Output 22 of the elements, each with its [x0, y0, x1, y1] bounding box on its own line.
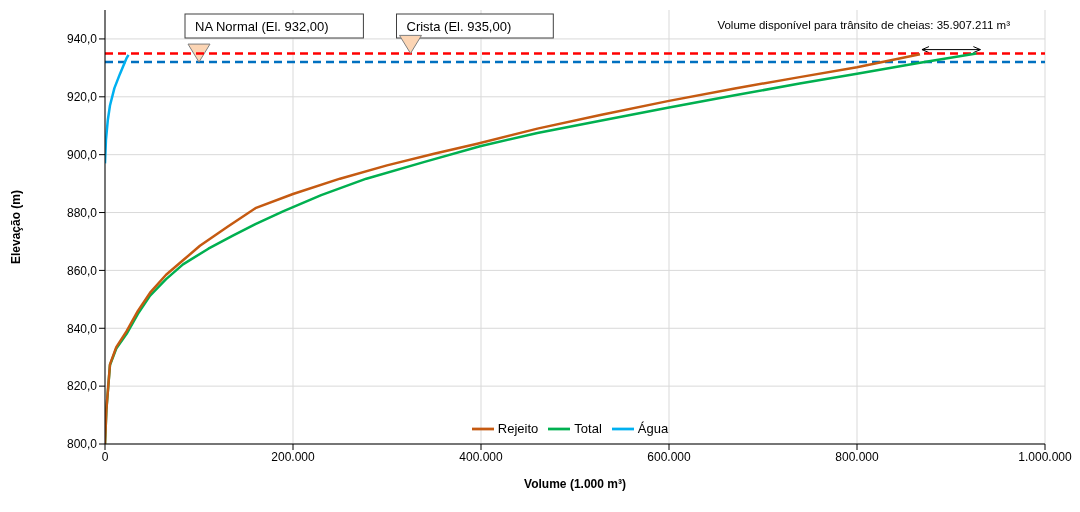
y-tick-label: 900,0 — [66, 147, 98, 162]
y-axis-title: Elevação (m) — [9, 189, 24, 265]
y-tick-label: 820,0 — [66, 379, 98, 394]
y-tick-label: 840,0 — [66, 321, 98, 336]
legend-label: Água — [637, 421, 669, 437]
y-tick-label: 860,0 — [66, 263, 98, 278]
x-tick-label: 400.000 — [459, 449, 504, 464]
x-tick-label: 0 — [101, 449, 109, 464]
x-tick-label: 1.000.000 — [1018, 449, 1073, 464]
ref-line-label: Crista (El. 935,00) — [406, 19, 512, 34]
x-axis-title: Volume (1.000 m³) — [524, 477, 626, 491]
y-tick-label: 880,0 — [66, 205, 98, 220]
y-tick-label: 920,0 — [66, 90, 98, 105]
y-tick-label: 800,0 — [66, 437, 98, 452]
annotation: Volume disponível para trânsito de cheias: 35.907.211 m³ — [717, 19, 1011, 31]
x-tick-label: 800.000 — [835, 449, 880, 464]
legend-label: Rejeito — [497, 421, 539, 437]
legend-label: Total — [574, 421, 602, 437]
ref-line-label: NA Normal (El. 932,00) — [195, 19, 329, 34]
y-tick-label: 940,0 — [66, 32, 98, 47]
x-tick-label: 600.000 — [647, 449, 692, 464]
x-tick-label: 200.000 — [271, 449, 316, 464]
